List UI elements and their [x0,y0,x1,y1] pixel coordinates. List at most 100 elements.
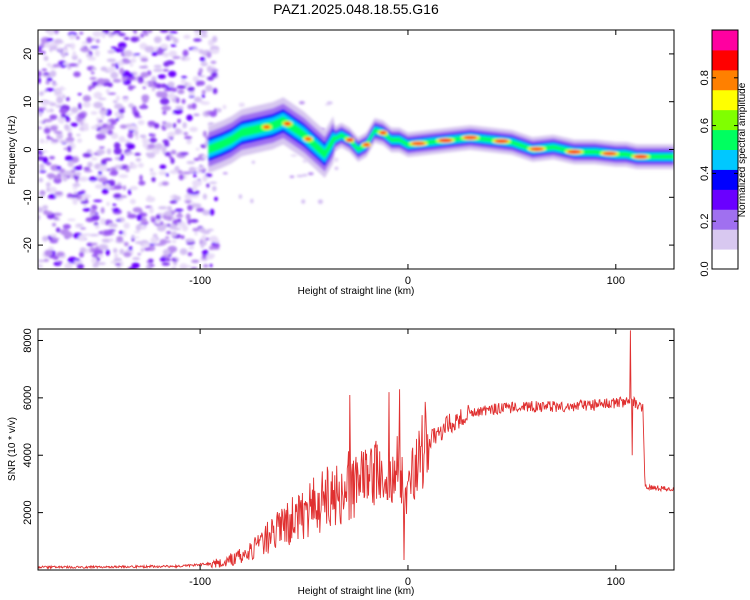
spectrogram-noise-cell [107,92,117,95]
spectrogram-noise-cell [109,171,116,176]
spectrogram-noise-cell [161,262,171,266]
spectrogram-hot-core [362,142,370,147]
spectrogram-noise-cell [140,247,144,253]
spectrogram-noise-cell [147,143,156,149]
spectrogram-noise-cell [39,163,45,169]
spectrogram-noise-cell [45,161,52,166]
spectrogram-noise-cell [79,247,87,253]
spectrogram-noise-cell [147,120,156,126]
colorbar-segment [712,49,738,55]
spectrogram-noise-cell [59,108,68,114]
spectrogram-noise-cell [90,111,98,115]
spectrogram-ridge-band [208,116,674,160]
spectrogram-noise-cell [187,86,195,92]
spectrogram-noise-cell [73,71,81,78]
spectrogram-noise-cell [46,62,52,67]
spectrogram-noise-cell [70,106,79,114]
spectrogram-hot-core [438,138,453,143]
spectrogram-noise-cell [38,111,43,117]
spectrogram-noise-cell [192,227,200,232]
spectrogram-noise-cell [113,142,121,150]
spectrogram-hot-core [379,130,387,135]
spectrogram-noise-cell [200,100,205,105]
colorbar-segment [712,129,738,135]
spectrogram-noise-cell [176,85,187,89]
spectrogram-noise-cell [101,32,106,39]
spectrogram-noise-cell [113,30,121,34]
spectrogram-xtick-label: -100 [189,275,211,287]
spectrogram-noise-cell [216,108,222,113]
spectrogram-noise-cell [163,88,174,92]
spectrogram-noise-cell [123,222,130,229]
spectrogram-noise-cell [62,223,71,230]
spectrogram-noise-cell [90,208,97,214]
spectrogram-noise-cell [153,64,162,68]
spectrogram-noise-cell [46,134,51,141]
spectrogram-noise-cell [98,244,109,251]
spectrogram-noise-cell [138,65,149,69]
spectrogram-noise-cell [57,116,65,124]
spectrogram-noise-cell [83,169,93,173]
spectrogram-noise-cell [42,205,49,210]
spectrogram-hot-core [602,151,617,156]
spectrogram-noise-cell [44,42,51,48]
spectrogram-noise-cell [64,124,70,130]
spectrogram-noise-cell [169,200,176,204]
spectrogram-noise-cell [172,122,177,129]
spectrogram-noise-cell [95,133,106,140]
spectrogram-noise-cell [199,75,206,78]
spectrogram-noise-cell [42,72,50,76]
spectrogram-noise-cell [65,137,75,142]
spectrogram-noise-cell [48,246,55,251]
spectrogram-noise-cell [38,70,42,78]
snr-ytick-label: 2000 [22,500,34,524]
spectrogram-noise-cell [151,176,156,183]
spectrogram-noise-cell [109,223,118,228]
spectrogram-noise-cell [167,206,172,211]
spectrogram-ylabel: Frequency (Hz) [7,116,18,185]
spectrogram-noise-cell [129,186,139,191]
snr-plot-area [38,329,674,570]
spectrogram-noise-cell [99,128,109,135]
colorbar-segment [712,145,738,150]
spectrogram-noise-cell [93,199,103,203]
spectrogram-noise-cell [179,248,188,255]
spectrogram-noise-cell [202,175,208,182]
spectrogram-noise-cell [67,218,76,222]
spectrogram-noise-cell [98,146,105,149]
spectrogram-noise-cell [101,107,106,111]
spectrogram-noise-cell [171,258,177,262]
spectrogram-noise-cell [155,219,161,225]
spectrogram-noise-cell [49,114,58,120]
spectrogram-noise-cell [201,89,206,95]
spectrogram-noise-cell [99,108,108,116]
spectrogram-noise-cell [167,136,175,139]
spectrogram-noise-cell [166,223,171,227]
colorbar-segment [712,169,738,174]
snr-series-line [38,330,674,570]
spectrogram-noise-cell [149,171,157,176]
spectrogram-noise-cell [159,91,168,99]
spectrogram-noise-cell [72,186,78,190]
spectrogram-noise-cell [54,38,63,44]
spectrogram-noise-cell [146,260,150,263]
spectrogram-noise-cell [113,184,123,190]
spectrogram-noise-cell [82,101,91,108]
spectrogram-noise-cell [110,260,117,264]
spectrogram-noise-cell [129,63,134,67]
spectrogram-noise-cell [153,68,164,72]
spectrogram-noise-cell [53,130,63,134]
spectrogram-noise-cell [207,65,212,73]
spectrogram-noise-cell [72,51,77,57]
spectrogram-noise-cell [135,157,142,162]
spectrogram-noise-cell [89,76,97,81]
colorbar-segment [712,201,738,206]
spectrogram-noise-cell [76,191,85,195]
spectrogram-noise-cell [100,158,107,166]
spectrogram-noise-cell [74,172,82,177]
colorbar-segment [712,41,738,47]
spectrogram-noise-cell [95,224,100,229]
snr-ytick-label: 8000 [22,328,34,352]
colorbar-ticks: 0.0 0.2 0.4 0.6 0.8 [699,70,738,277]
spectrogram-noise-cell [202,209,211,216]
